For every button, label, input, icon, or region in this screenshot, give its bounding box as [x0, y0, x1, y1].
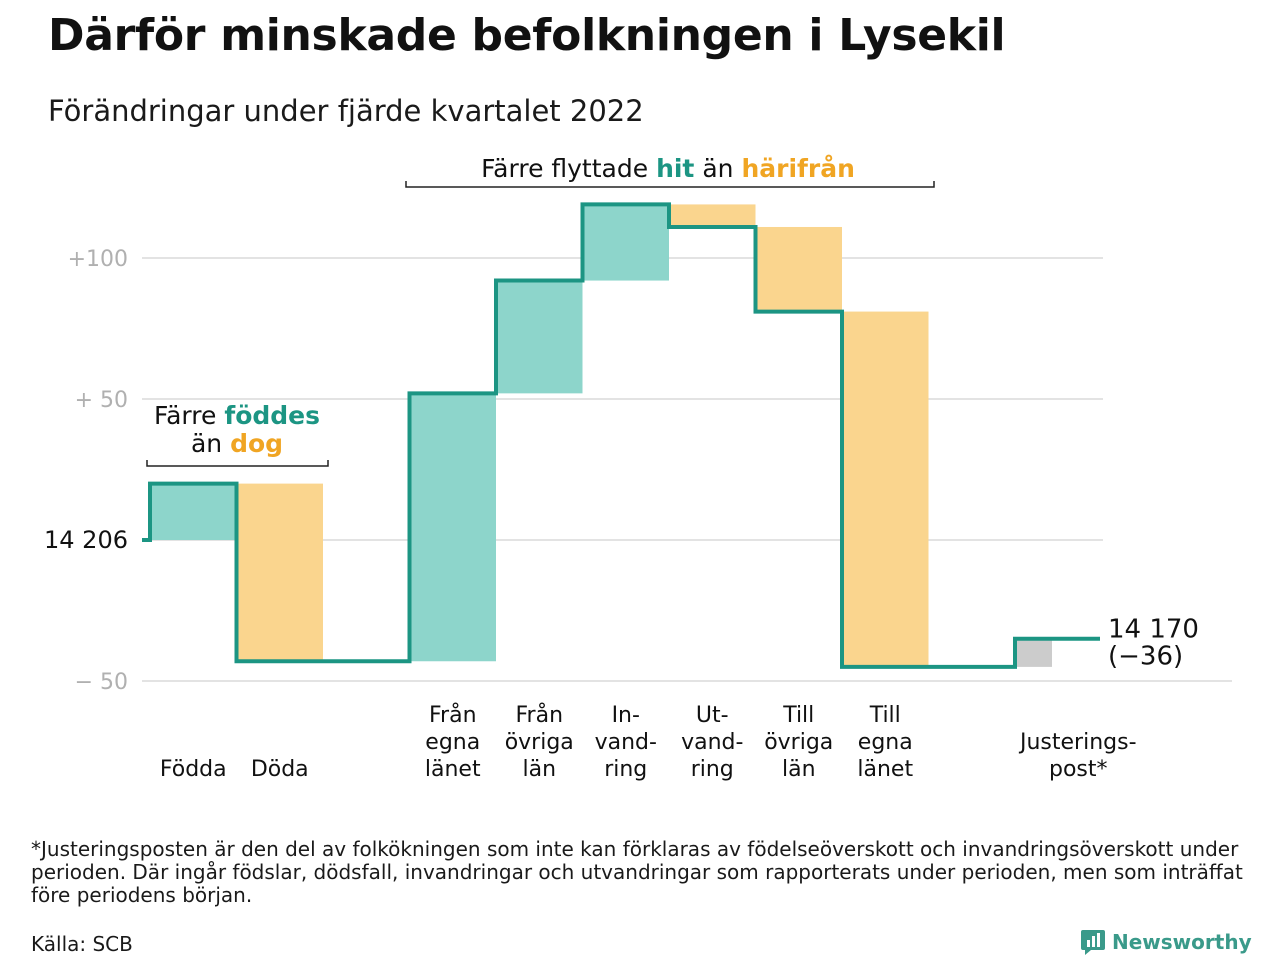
- footnote: *Justeringsposten är den del av folkökni…: [31, 837, 1243, 907]
- brand-name: Newsworthy: [1112, 930, 1252, 954]
- category-label: egna: [425, 730, 480, 755]
- bar-increase: [409, 393, 496, 662]
- annotation-births-line2: än dog: [191, 429, 283, 458]
- bar-decrease: [755, 226, 842, 312]
- category-label: länet: [857, 757, 913, 782]
- bar-adjustment: [1016, 638, 1052, 667]
- category-label: län: [522, 757, 556, 782]
- category-label: Till: [782, 703, 814, 728]
- annotation-text: än: [694, 154, 741, 183]
- annotation-text: Färre flyttade: [481, 154, 656, 183]
- y-tick-label: − 50: [75, 670, 128, 695]
- category-label: Födda: [160, 757, 227, 782]
- category-label: Från: [515, 702, 563, 728]
- newsworthy-logo-icon: [1081, 930, 1105, 955]
- category-label: vand-: [595, 730, 657, 755]
- annotation-text: än: [191, 429, 230, 458]
- category-label: post*: [1049, 757, 1108, 782]
- brand[interactable]: Newsworthy: [1080, 928, 1252, 956]
- category-label: övriga: [764, 730, 833, 755]
- end-change-label: (−36): [1108, 642, 1183, 672]
- annotation-bracket-births: [146, 460, 329, 467]
- chart-subtitle: Förändringar under fjärde kvartalet 2022: [48, 94, 644, 128]
- category-label: In-: [612, 703, 640, 728]
- category-label: Justerings-: [1018, 730, 1137, 755]
- bar-decrease: [842, 311, 929, 667]
- bar-increase: [582, 204, 669, 281]
- bar-decrease: [669, 204, 756, 227]
- y-tick-label: +100: [68, 247, 128, 272]
- annotation-highlight: hit: [656, 154, 694, 183]
- annotation-text: Färre: [154, 401, 224, 430]
- step-line: [142, 202, 1100, 669]
- category-label: vand-: [681, 730, 743, 755]
- bar-increase: [150, 483, 237, 540]
- annotation-highlight-died: dog: [230, 429, 283, 458]
- start-value-label: 14 206: [44, 526, 128, 554]
- chart-title: Därför minskade befolkningen i Lysekil: [48, 10, 1006, 61]
- annotation-highlight-born: föddes: [224, 401, 320, 430]
- annotation-births-line1: Färre föddes: [154, 401, 320, 430]
- category-label: Till: [869, 703, 901, 728]
- bar-increase: [496, 280, 583, 394]
- category-label: Från: [429, 702, 477, 728]
- annotation-bracket-moves: [405, 181, 935, 188]
- category-label: län: [782, 757, 816, 782]
- category-label: ring: [691, 757, 734, 782]
- category-label: egna: [858, 730, 913, 755]
- category-label: ring: [604, 757, 647, 782]
- bar-decrease: [236, 483, 323, 662]
- annotation-moves: Färre flyttade hit än härifrån: [481, 154, 855, 183]
- category-label: Ut-: [696, 703, 729, 728]
- category-label: länet: [425, 757, 481, 782]
- end-value-label: 14 170: [1108, 615, 1199, 645]
- category-label: Döda: [251, 757, 309, 782]
- y-tick-label: + 50: [75, 388, 128, 413]
- source-label: Källa: SCB: [31, 932, 133, 956]
- annotation-highlight: härifrån: [741, 154, 854, 183]
- category-label: övriga: [505, 730, 574, 755]
